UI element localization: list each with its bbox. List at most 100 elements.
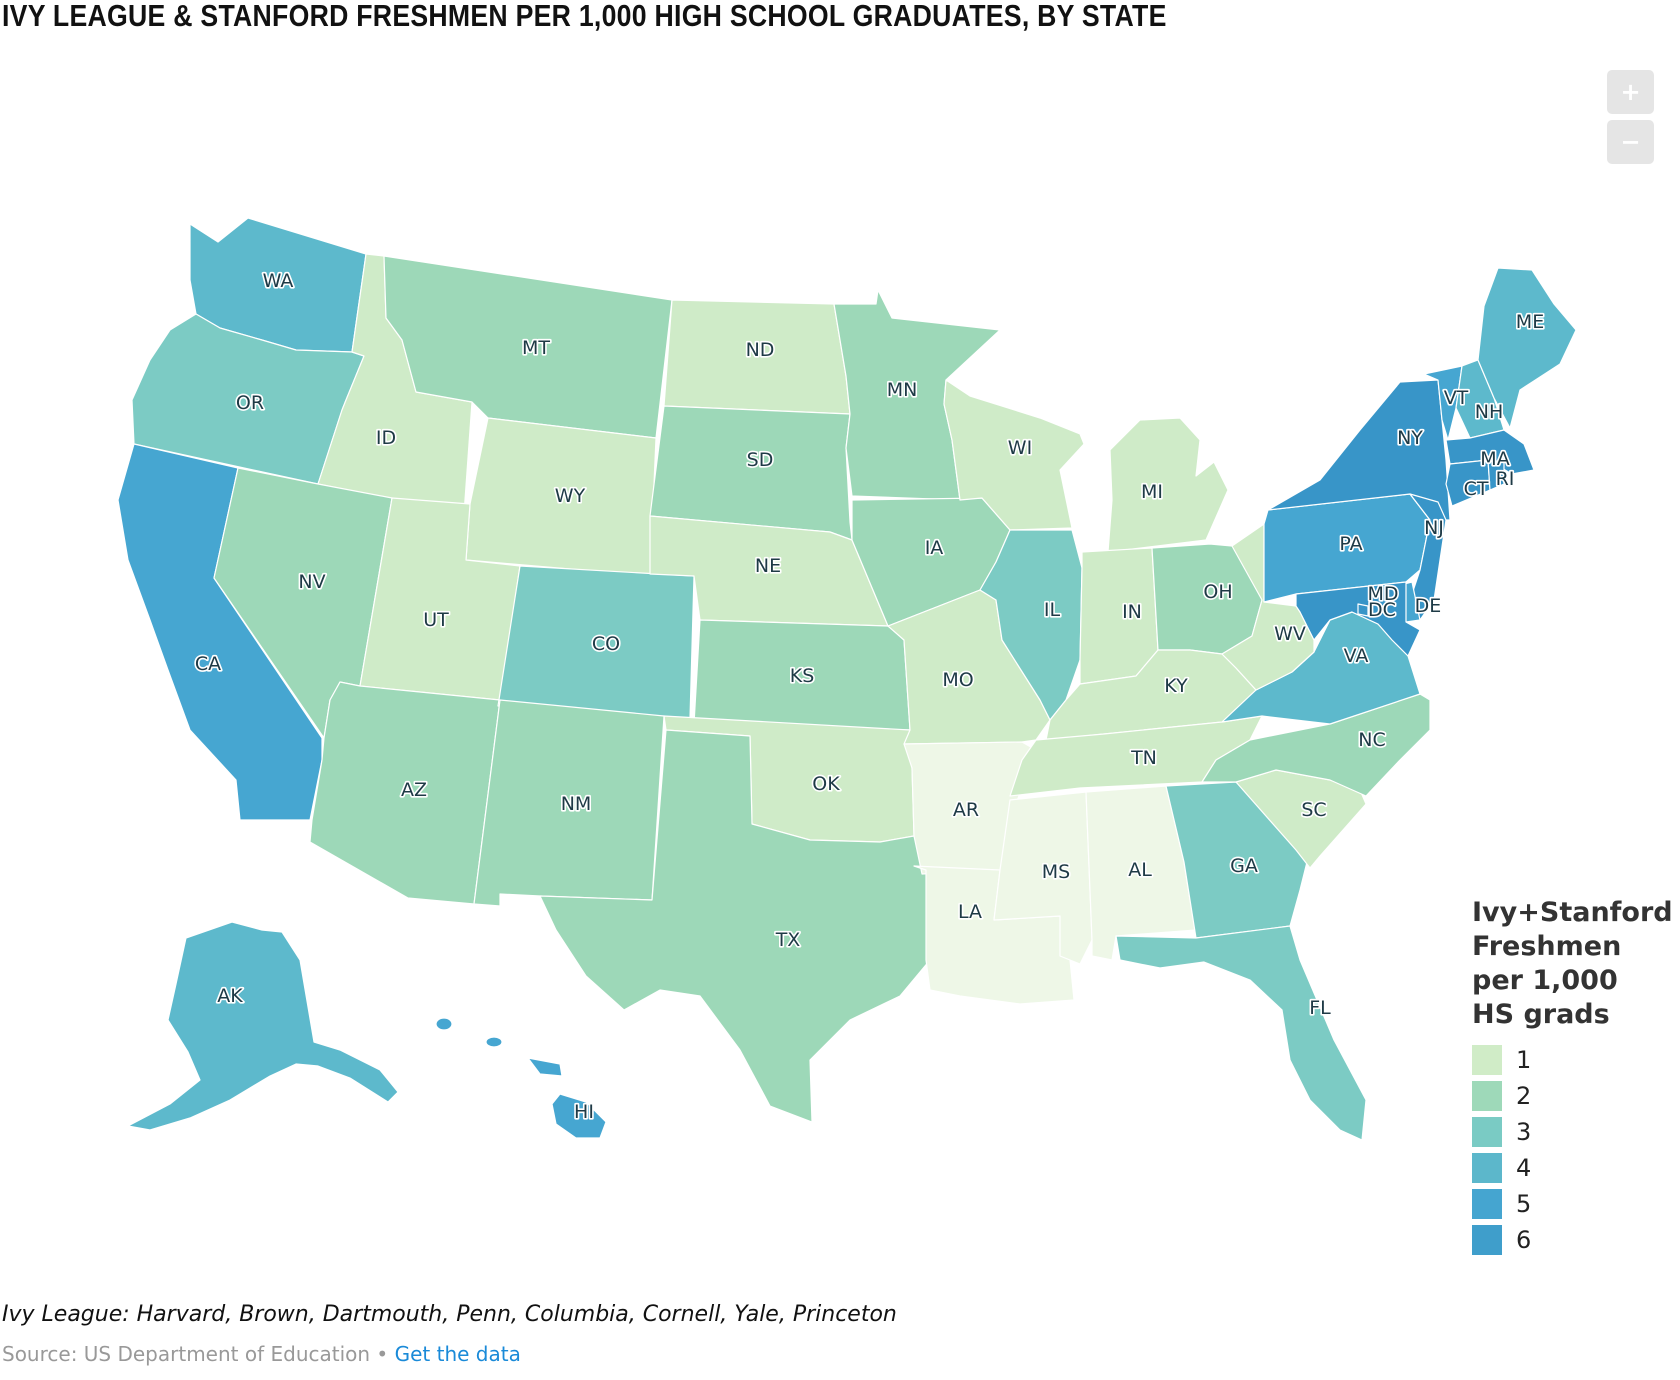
source-line: Source: US Department of Education • Get… <box>2 1342 521 1366</box>
state-label-al: AL <box>1128 859 1152 881</box>
state-RI[interactable] <box>1487 459 1505 491</box>
state-label-nv: NV <box>298 571 325 593</box>
get-data-link[interactable]: Get the data <box>394 1342 521 1366</box>
state-label-ms: MS <box>1042 861 1070 883</box>
state-NM[interactable] <box>473 699 665 907</box>
state-MD[interactable] <box>1295 581 1421 657</box>
state-label-wv: WV <box>1274 623 1306 645</box>
state-ME[interactable] <box>1477 267 1577 429</box>
state-WV[interactable] <box>1221 523 1315 691</box>
state-label-ok: OK <box>812 773 840 795</box>
state-label-ri: RI <box>1496 468 1515 490</box>
legend-item: 2 <box>1472 1078 1672 1114</box>
legend-item: 3 <box>1472 1114 1672 1150</box>
legend-label: 3 <box>1516 1118 1532 1146</box>
zoom-out-button[interactable]: − <box>1607 120 1654 164</box>
hi-island-oahu[interactable] <box>485 1036 503 1048</box>
state-HI[interactable] <box>551 1093 607 1139</box>
source-separator: • <box>370 1342 395 1366</box>
state-CT[interactable] <box>1445 459 1491 507</box>
legend-swatch <box>1472 1081 1502 1111</box>
state-label-mo: MO <box>942 669 973 691</box>
state-label-ut: UT <box>423 609 449 631</box>
legend-title-line: Ivy+Stanford <box>1472 897 1673 928</box>
hi-island-maui[interactable] <box>527 1057 563 1077</box>
state-label-wa: WA <box>263 270 294 292</box>
state-FL[interactable] <box>1115 925 1367 1141</box>
legend-swatch <box>1472 1225 1502 1255</box>
state-label-ak: AK <box>217 985 243 1007</box>
state-label-ga: GA <box>1230 855 1258 877</box>
state-WI[interactable] <box>943 379 1085 531</box>
legend-label: 1 <box>1516 1046 1532 1074</box>
legend-label: 4 <box>1516 1154 1532 1182</box>
legend-title-line: per 1,000 <box>1472 965 1618 996</box>
state-IL[interactable] <box>979 529 1083 721</box>
state-label-ky: KY <box>1164 675 1188 697</box>
state-label-vt: VT <box>1444 387 1469 409</box>
legend-title-line: HS grads <box>1472 999 1610 1030</box>
zoom-in-button[interactable]: + <box>1607 70 1654 114</box>
legend-swatch <box>1472 1189 1502 1219</box>
state-label-de: DE <box>1415 595 1442 617</box>
state-TX[interactable] <box>539 729 931 1123</box>
state-label-ny: NY <box>1397 427 1423 449</box>
legend-swatch <box>1472 1045 1502 1075</box>
state-label-ct: CT <box>1464 478 1489 500</box>
state-label-az: AZ <box>401 779 427 801</box>
legend-item: 1 <box>1472 1042 1672 1078</box>
legend-title-line: Freshmen <box>1472 931 1622 962</box>
state-label-nm: NM <box>561 793 592 815</box>
state-label-pa: PA <box>1339 533 1362 555</box>
state-label-la: LA <box>958 901 982 923</box>
state-label-hi: HI <box>574 1101 594 1123</box>
state-label-or: OR <box>236 392 264 414</box>
state-DC[interactable] <box>1357 603 1369 617</box>
hi-island-kauai[interactable] <box>435 1017 453 1031</box>
state-label-in: IN <box>1122 601 1142 623</box>
state-label-tn: TN <box>1130 747 1157 769</box>
state-label-nc: NC <box>1358 729 1385 751</box>
state-label-mi: MI <box>1141 481 1163 503</box>
source-text: Source: US Department of Education <box>2 1342 371 1366</box>
legend-swatch <box>1472 1153 1502 1183</box>
legend-title: Ivy+Stanford Freshmen per 1,000 HS grads <box>1472 896 1673 1032</box>
legend-label: 6 <box>1516 1226 1532 1254</box>
legend-item: 4 <box>1472 1150 1672 1186</box>
state-label-ia: IA <box>925 537 944 559</box>
state-label-ks: KS <box>790 665 815 687</box>
state-label-il: IL <box>1044 599 1061 621</box>
state-label-va: VA <box>1344 645 1369 667</box>
state-label-ca: CA <box>195 653 221 675</box>
state-MT[interactable] <box>383 255 673 439</box>
state-label-sd: SD <box>747 449 774 471</box>
state-label-wi: WI <box>1008 437 1032 459</box>
state-label-dc: DC <box>1368 599 1396 621</box>
state-AK[interactable] <box>127 921 399 1131</box>
state-label-fl: FL <box>1309 997 1331 1019</box>
state-label-ma: MA <box>1480 448 1509 470</box>
state-label-co: CO <box>592 633 620 655</box>
state-label-md: MD <box>1367 583 1398 605</box>
page-title: IVY LEAGUE & STANFORD FRESHMEN PER 1,000… <box>2 0 1167 33</box>
state-label-oh: OH <box>1203 581 1232 603</box>
state-label-id: ID <box>376 427 396 449</box>
legend-label: 2 <box>1516 1082 1532 1110</box>
zoom-controls: + − <box>1607 70 1654 164</box>
legend: Ivy+Stanford Freshmen per 1,000 HS grads… <box>1472 896 1673 1258</box>
state-label-ar: AR <box>953 799 979 821</box>
state-label-mt: MT <box>522 337 550 359</box>
state-HI-group <box>435 1017 607 1139</box>
state-label-me: ME <box>1516 311 1544 333</box>
footnote: Ivy League: Harvard, Brown, Dartmouth, P… <box>2 1302 897 1327</box>
state-labels: WA OR CA ID NV MT WY UT AZ CO NM ND SD NE KS OK TX MN IA MO… <box>193 268 1546 1124</box>
state-label-nh: NH <box>1475 401 1504 423</box>
state-label-tx: TX <box>775 929 801 951</box>
legend-item: 5 <box>1472 1186 1672 1222</box>
state-MI[interactable] <box>1107 417 1229 553</box>
state-label-ne: NE <box>755 555 781 577</box>
legend-swatch <box>1472 1117 1502 1147</box>
state-label-mn: MN <box>887 379 918 401</box>
state-label-sc: SC <box>1301 799 1326 821</box>
